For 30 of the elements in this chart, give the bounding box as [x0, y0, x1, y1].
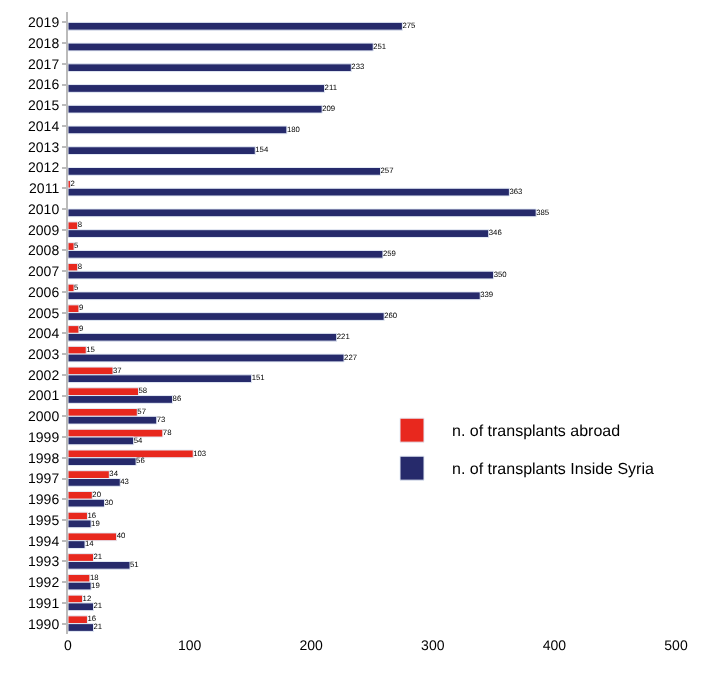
bar — [68, 146, 256, 156]
bar — [68, 291, 481, 301]
bar — [68, 84, 326, 93]
bar — [68, 208, 537, 218]
bar — [68, 63, 352, 73]
bar — [68, 615, 88, 625]
bar — [68, 167, 382, 176]
bar — [68, 560, 131, 570]
bar — [68, 229, 490, 238]
bar — [68, 21, 403, 31]
bar — [68, 312, 385, 321]
bar — [68, 498, 105, 508]
bar — [68, 249, 384, 259]
bar — [68, 449, 194, 459]
bar — [68, 42, 374, 52]
bar — [68, 104, 323, 114]
bar — [68, 187, 510, 197]
legend-label: n. of transplants abroad — [452, 422, 621, 441]
legend-label: n. of transplants Inside Syria — [452, 460, 655, 479]
bar — [68, 415, 158, 425]
bar — [68, 332, 338, 342]
bar — [68, 374, 253, 384]
bar — [68, 519, 92, 529]
bar — [68, 478, 121, 487]
bar — [68, 602, 95, 612]
bar — [68, 395, 174, 404]
bar — [68, 623, 95, 632]
bar — [68, 125, 288, 135]
bar — [68, 532, 118, 542]
bar — [68, 573, 91, 583]
